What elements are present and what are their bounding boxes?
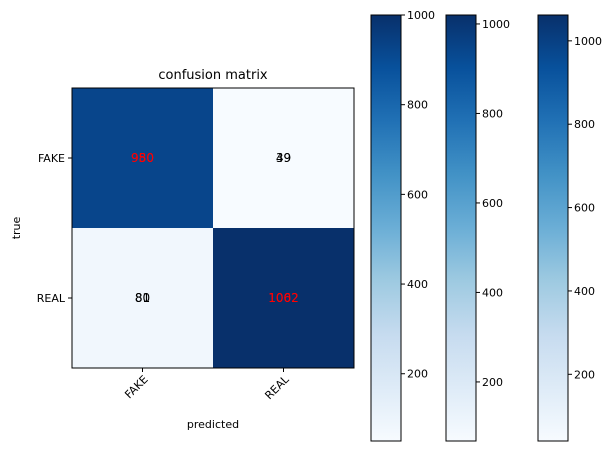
colorbar: 200 400 600 800 1000	[370, 9, 435, 442]
y-axis-ticks: FAKE REAL	[37, 152, 72, 305]
colorbars: 200 400 600 800 1000 200 400 600 800 1000 200 400 60…	[370, 9, 602, 442]
colorbar-tick-label: 400	[407, 278, 428, 291]
heatmap-cell	[72, 88, 213, 228]
colorbar-tick-label: 1000	[574, 35, 602, 48]
y-tick-label: REAL	[37, 292, 66, 305]
colorbar-tick-label: 800	[482, 107, 503, 120]
colorbar-tick-label: 1000	[407, 9, 435, 22]
colorbar-gradient	[537, 14, 569, 442]
colorbar-tick-label: 600	[574, 202, 595, 215]
cell-value-label: 81	[135, 291, 150, 305]
x-axis-label: predicted	[187, 418, 239, 431]
chart-title: confusion matrix	[158, 68, 268, 83]
cell-value-label: 39	[276, 151, 291, 165]
colorbar-tick-label: 200	[574, 368, 595, 381]
heatmap-cell	[213, 88, 354, 228]
x-tick-label: FAKE	[122, 373, 150, 401]
colorbar-gradient	[445, 14, 477, 442]
heatmap-cell	[213, 228, 354, 368]
cell-value-label: 1062	[268, 291, 299, 305]
colorbar-gradient	[370, 14, 402, 442]
y-tick-label: FAKE	[38, 152, 65, 165]
colorbar-tick-label: 600	[407, 188, 428, 201]
x-axis-ticks: FAKE REAL	[122, 368, 292, 402]
colorbar: 200 400 600 800 1000	[445, 14, 510, 442]
y-axis-label: true	[10, 216, 23, 239]
colorbar-tick-label: 200	[407, 368, 428, 381]
colorbar-tick-label: 600	[482, 197, 503, 210]
matrix-frame	[71, 87, 355, 369]
colorbar-tick-label: 800	[574, 118, 595, 131]
cell-value-label: 49	[276, 151, 291, 165]
x-tick-label: REAL	[262, 372, 292, 402]
cell-value-label: 980	[131, 151, 154, 165]
cell-value-label: 1002	[268, 291, 299, 305]
heatmap-cells	[72, 88, 354, 368]
colorbar-tick-label: 400	[574, 285, 595, 298]
colorbar-tick-label: 1000	[482, 18, 510, 31]
heatmap-cell	[72, 228, 213, 368]
colorbar: 200 400 600 800 1000	[537, 14, 602, 442]
colorbar-tick-label: 200	[482, 376, 503, 389]
colorbar-tick-label: 400	[482, 286, 503, 299]
cell-value-label: 80	[135, 291, 150, 305]
cell-value-label: 950	[131, 151, 154, 165]
colorbar-tick-label: 800	[407, 99, 428, 112]
